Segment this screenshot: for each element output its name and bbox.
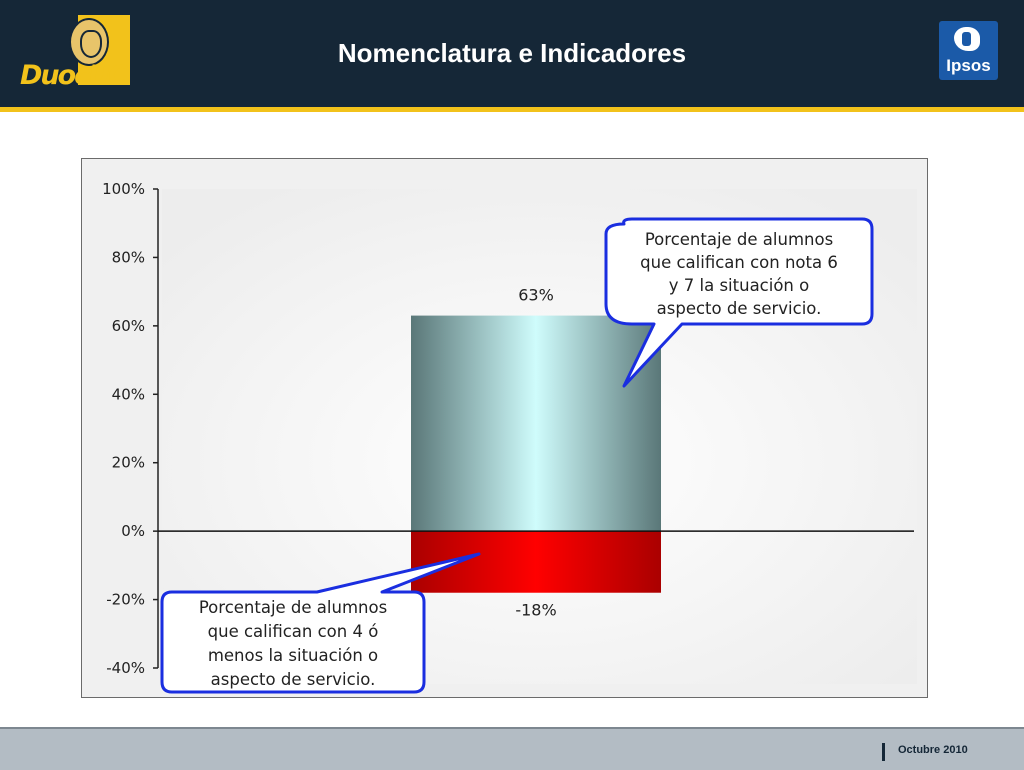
- y-axis: 100% 80% 60% 40% 20% 0% -20% -40%: [102, 180, 914, 677]
- chart-frame: 100% 80% 60% 40% 20% 0% -20% -40% 63% -18% Porce…: [81, 158, 928, 698]
- callout-text-bottom: aspecto de servicio.: [211, 670, 376, 689]
- header-rule: [0, 107, 1024, 112]
- callout-text-top: aspecto de servicio.: [657, 299, 822, 318]
- y-tick-label: 40%: [112, 385, 145, 403]
- duoc-uc-logo: DuocUC: [20, 15, 135, 91]
- slide-header: DuocUC Nomenclatura e Indicadores Ipsos: [0, 0, 1024, 107]
- y-tick-label: 20%: [112, 454, 145, 472]
- y-tick-label: 80%: [112, 248, 145, 266]
- callout-text-bottom: Porcentaje de alumnos: [199, 598, 387, 617]
- profile-head-icon: [954, 27, 980, 51]
- callout-text-top: que califican con nota 6: [640, 253, 838, 272]
- y-tick-label: 60%: [112, 317, 145, 335]
- callout-text-top: y 7 la situación o: [669, 276, 809, 295]
- footer-divider: [882, 743, 885, 761]
- slide-title: Nomenclatura e Indicadores: [337, 38, 687, 68]
- callouts: Porcentaje de alumnos que califican con n…: [160, 217, 874, 694]
- callout-bubble-bottom: [160, 552, 481, 694]
- y-tick-label: 0%: [121, 522, 145, 540]
- seal-icon: [69, 18, 109, 66]
- positive-data-label: 63%: [518, 286, 554, 305]
- data-labels: 63% -18%: [515, 286, 556, 620]
- bars-layer: [411, 315, 661, 593]
- callout-text-bottom: que califican con 4 ó: [208, 622, 379, 641]
- callout-text-top: Porcentaje de alumnos: [645, 230, 833, 249]
- ipsos-wordmark: Ipsos: [946, 56, 991, 75]
- bar-chart: 100% 80% 60% 40% 20% 0% -20% -40% 63% -18% Porce…: [102, 180, 917, 694]
- positive-bar: [411, 315, 661, 532]
- y-tick-label: -40%: [106, 659, 145, 677]
- y-tick-label: 100%: [102, 180, 145, 198]
- y-tick-label: -20%: [106, 591, 145, 609]
- ipsos-logo: Ipsos: [939, 21, 998, 80]
- footer-date: Octubre 2010: [898, 744, 968, 756]
- callout-bubble-top: [604, 217, 874, 388]
- callout-text-bottom: menos la situación o: [208, 646, 378, 665]
- negative-data-label: -18%: [515, 601, 556, 620]
- slide-footer: Octubre 2010: [0, 727, 1024, 770]
- logo-wordmark: DuocUC: [20, 60, 128, 91]
